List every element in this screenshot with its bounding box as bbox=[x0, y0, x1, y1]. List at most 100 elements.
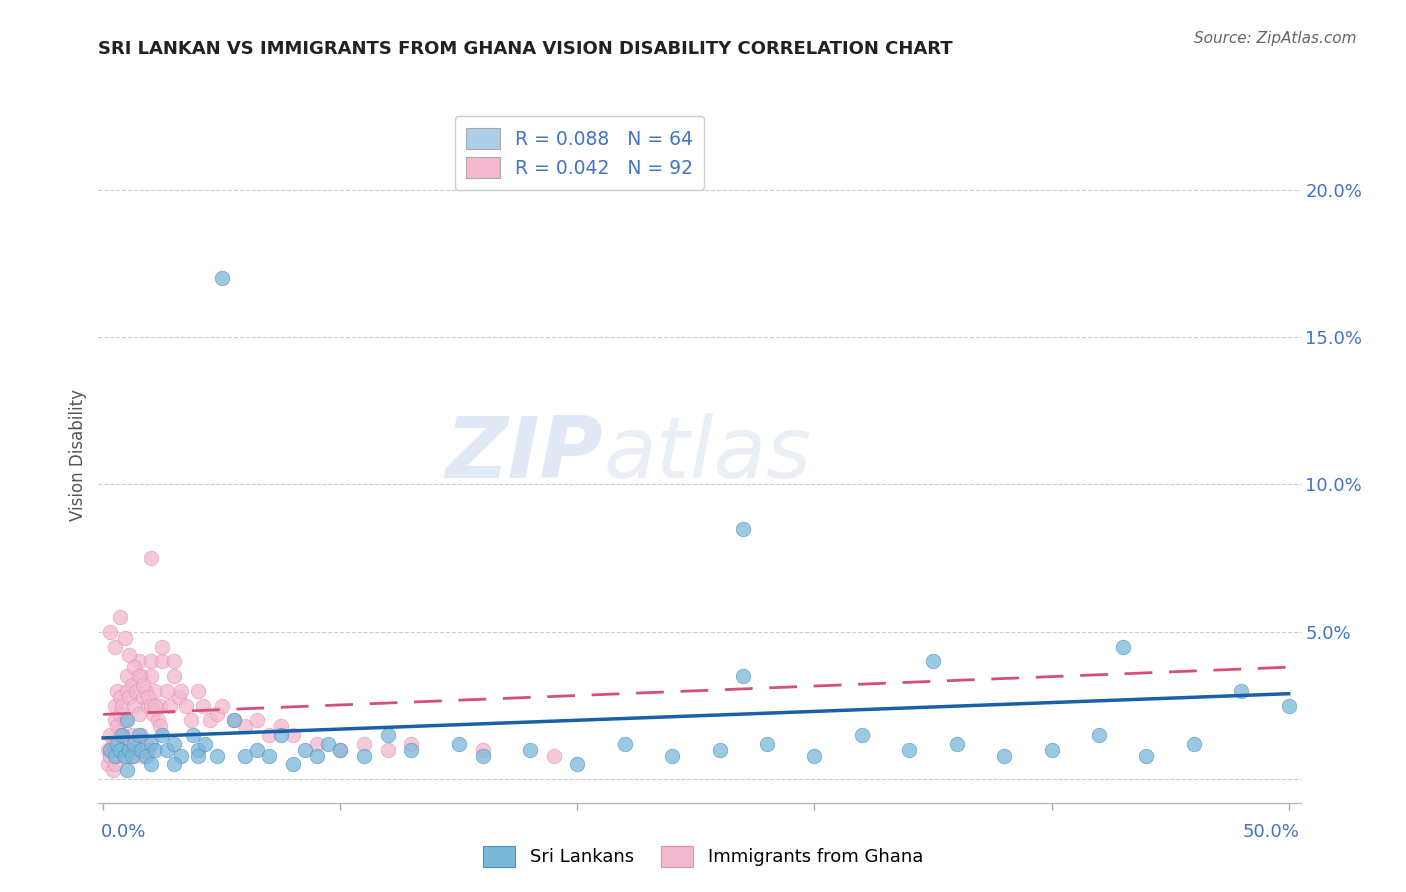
Point bbox=[329, 743, 352, 757]
Point bbox=[156, 743, 179, 757]
Point bbox=[125, 737, 148, 751]
Point bbox=[142, 707, 165, 722]
Point bbox=[115, 683, 138, 698]
Point bbox=[129, 669, 152, 683]
Point bbox=[139, 654, 162, 668]
Point bbox=[132, 690, 155, 704]
Point bbox=[121, 728, 143, 742]
Point bbox=[163, 654, 186, 668]
Point bbox=[211, 271, 233, 285]
Text: Source: ZipAtlas.com: Source: ZipAtlas.com bbox=[1194, 31, 1357, 46]
Point bbox=[118, 648, 141, 663]
Point bbox=[187, 683, 209, 698]
Point bbox=[567, 757, 589, 772]
Point bbox=[377, 743, 399, 757]
Point bbox=[163, 757, 186, 772]
Point bbox=[135, 683, 157, 698]
Legend: R = 0.088   N = 64, R = 0.042   N = 92: R = 0.088 N = 64, R = 0.042 N = 92 bbox=[454, 117, 704, 190]
Point bbox=[257, 748, 280, 763]
Point bbox=[128, 707, 150, 722]
Point bbox=[105, 737, 128, 751]
Point bbox=[270, 728, 292, 742]
Point bbox=[108, 610, 131, 624]
Point bbox=[471, 748, 494, 763]
Point bbox=[194, 737, 217, 751]
Point bbox=[1182, 737, 1205, 751]
Point bbox=[222, 713, 245, 727]
Text: atlas: atlas bbox=[603, 413, 811, 497]
Point bbox=[129, 743, 152, 757]
Text: 0.0%: 0.0% bbox=[101, 822, 146, 840]
Point bbox=[108, 707, 131, 722]
Point bbox=[108, 743, 131, 757]
Point bbox=[401, 743, 423, 757]
Point bbox=[128, 654, 150, 668]
Point bbox=[922, 654, 945, 668]
Point bbox=[128, 669, 150, 683]
Point bbox=[98, 743, 121, 757]
Point bbox=[122, 748, 145, 763]
Point bbox=[115, 669, 138, 683]
Point bbox=[98, 748, 121, 763]
Point bbox=[156, 683, 179, 698]
Point bbox=[115, 764, 138, 778]
Point bbox=[143, 743, 166, 757]
Point bbox=[118, 743, 141, 757]
Point bbox=[143, 698, 166, 713]
Point bbox=[132, 678, 155, 692]
Point bbox=[353, 737, 375, 751]
Point bbox=[1040, 743, 1063, 757]
Point bbox=[401, 737, 423, 751]
Point bbox=[118, 690, 141, 704]
Point bbox=[613, 737, 636, 751]
Point bbox=[139, 757, 162, 772]
Point bbox=[198, 713, 221, 727]
Point bbox=[149, 719, 172, 733]
Point bbox=[121, 678, 143, 692]
Point bbox=[447, 737, 470, 751]
Point bbox=[136, 698, 159, 713]
Point bbox=[257, 728, 280, 742]
Point bbox=[104, 640, 127, 654]
Point bbox=[235, 748, 257, 763]
Point bbox=[122, 660, 145, 674]
Point bbox=[128, 743, 150, 757]
Text: 50.0%: 50.0% bbox=[1243, 822, 1299, 840]
Point bbox=[174, 698, 197, 713]
Point bbox=[329, 743, 352, 757]
Point bbox=[104, 713, 127, 727]
Point bbox=[139, 698, 162, 713]
Point bbox=[97, 743, 120, 757]
Point bbox=[305, 748, 328, 763]
Point bbox=[115, 748, 138, 763]
Point bbox=[146, 713, 169, 727]
Point bbox=[187, 743, 209, 757]
Point bbox=[114, 631, 136, 645]
Point bbox=[143, 683, 166, 698]
Point bbox=[114, 748, 136, 763]
Point bbox=[471, 743, 494, 757]
Point bbox=[101, 764, 124, 778]
Point bbox=[898, 743, 921, 757]
Point bbox=[1135, 748, 1157, 763]
Point bbox=[159, 698, 181, 713]
Point bbox=[98, 624, 121, 639]
Point bbox=[115, 713, 138, 727]
Point bbox=[105, 748, 128, 763]
Point bbox=[246, 743, 269, 757]
Point bbox=[1230, 683, 1253, 698]
Point bbox=[305, 737, 328, 751]
Point bbox=[111, 728, 134, 742]
Point bbox=[135, 748, 157, 763]
Point bbox=[519, 743, 541, 757]
Point bbox=[139, 669, 162, 683]
Point bbox=[136, 743, 159, 757]
Point bbox=[104, 757, 127, 772]
Point bbox=[105, 719, 128, 733]
Point bbox=[122, 737, 145, 751]
Point bbox=[294, 743, 316, 757]
Point bbox=[152, 654, 174, 668]
Point bbox=[170, 683, 193, 698]
Text: ZIP: ZIP bbox=[446, 413, 603, 497]
Point bbox=[281, 728, 304, 742]
